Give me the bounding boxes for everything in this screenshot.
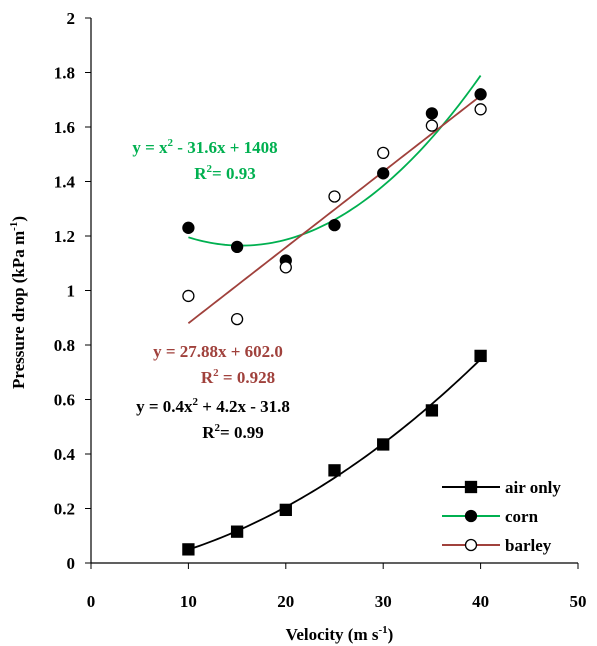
text-segment: - 31.6x + 1408 — [173, 138, 278, 157]
legend: air only corn barley — [437, 468, 578, 562]
text-segment: y = 27.88x + 602.0 — [153, 342, 283, 361]
annotation: R2 = 0.928 — [201, 367, 275, 387]
y-tick-label: 0.2 — [54, 500, 75, 519]
x-tick-label: 20 — [277, 592, 294, 611]
marker — [464, 538, 478, 552]
marker — [377, 438, 390, 451]
y-tick-label: 0.4 — [54, 445, 76, 464]
y-tick-label: 1 — [67, 282, 76, 301]
marker — [230, 312, 244, 326]
annotation: R2= 0.93 — [194, 163, 255, 183]
text-segment: ) — [9, 216, 28, 222]
legend-label: corn — [505, 507, 539, 526]
marker — [425, 119, 439, 132]
text-segment: + 4.2x - 31.8 — [198, 397, 290, 416]
marker — [474, 103, 487, 116]
trendline — [188, 358, 482, 551]
x-tick-label: 10 — [180, 592, 197, 611]
annotation: y = 27.88x + 602.0 — [153, 342, 283, 361]
marker — [279, 503, 292, 517]
marker — [230, 240, 244, 254]
y-tick-label: 0 — [67, 554, 76, 573]
text-segment: y = 0.4x — [136, 397, 193, 416]
trendline — [187, 95, 482, 324]
superscript: 2 — [193, 396, 199, 408]
marker — [328, 190, 341, 203]
marker — [230, 525, 244, 538]
y-tick-label: 1.2 — [54, 227, 75, 246]
marker — [182, 543, 195, 556]
x-tick-label: 30 — [375, 592, 392, 611]
y-tick-label: 0.8 — [54, 336, 75, 355]
marker — [328, 218, 341, 232]
x-tick-label: 0 — [87, 592, 96, 611]
annotation: R2= 0.99 — [202, 422, 263, 442]
y-tick-label: 2 — [67, 9, 76, 28]
superscript: 2 — [213, 367, 219, 379]
y-axis-label: Pressure drop (kPa m-1) — [8, 216, 28, 389]
superscript: -1 — [379, 624, 388, 636]
legend-label: air only — [505, 478, 561, 497]
y-tick-label: 1.8 — [54, 64, 75, 83]
x-tick-label: 50 — [570, 592, 587, 611]
x-axis-label: Velocity (m s-1) — [286, 624, 394, 644]
annotation: y = 0.4x2 + 4.2x - 31.8 — [136, 396, 290, 416]
marker — [474, 349, 487, 363]
marker — [328, 464, 341, 477]
marker — [279, 261, 292, 274]
marker — [425, 107, 439, 120]
text-segment: = 0.93 — [212, 164, 256, 183]
marker — [425, 404, 439, 417]
marker — [474, 88, 487, 101]
superscript: 2 — [207, 163, 213, 175]
marker — [377, 146, 390, 160]
superscript: 2 — [215, 422, 221, 434]
text-segment: = 0.928 — [219, 368, 275, 387]
y-tick-label: 1.4 — [54, 173, 76, 192]
y-tick-label: 1.6 — [54, 118, 75, 137]
legend-label: barley — [505, 536, 552, 555]
text-segment: R — [194, 164, 207, 183]
text-segment: Pressure drop (kPa m — [9, 231, 28, 389]
superscript: -1 — [8, 222, 20, 231]
text-segment: y = x — [132, 138, 168, 157]
marker — [377, 167, 390, 180]
text-segment: Velocity (m s — [286, 625, 379, 644]
y-tick-label: 0.6 — [54, 391, 75, 410]
marker — [464, 509, 478, 523]
text-segment: = 0.99 — [220, 423, 264, 442]
text-segment: R — [202, 423, 215, 442]
superscript: 2 — [168, 137, 174, 149]
marker — [182, 289, 195, 303]
marker — [182, 221, 195, 234]
marker — [464, 480, 478, 494]
x-tick-label: 40 — [472, 592, 489, 611]
annotation: y = x2 - 31.6x + 1408 — [132, 137, 277, 157]
text-segment: ) — [388, 625, 394, 644]
text-segment: R — [201, 368, 214, 387]
